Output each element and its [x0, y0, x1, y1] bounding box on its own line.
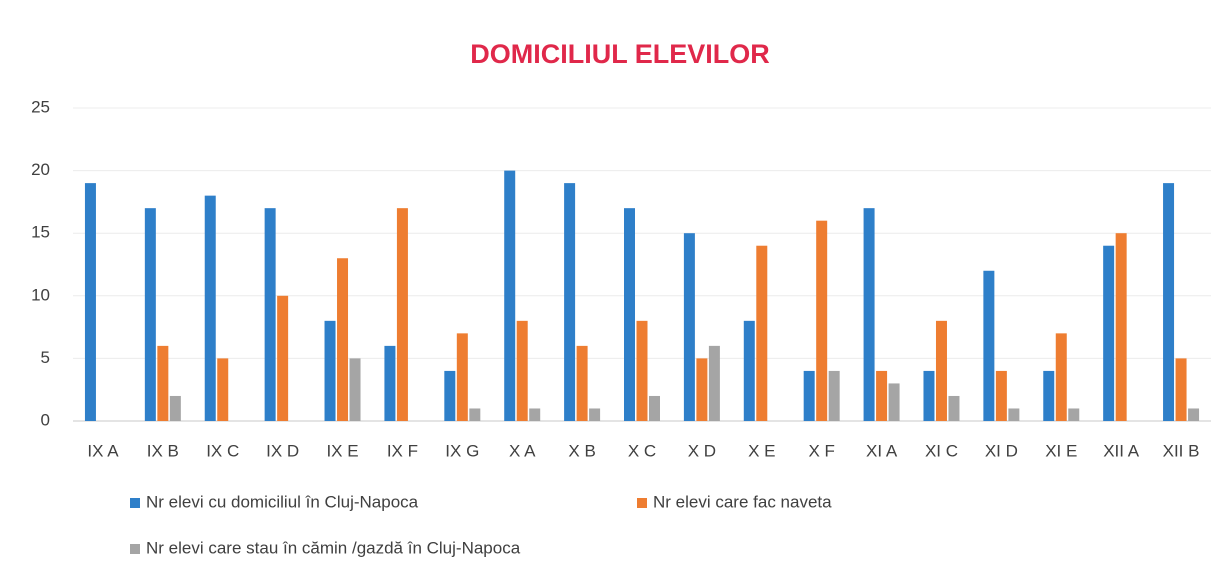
bar: [696, 358, 708, 421]
bar: [576, 345, 588, 421]
x-tick-label: IX C: [206, 441, 239, 460]
bar: [564, 183, 576, 421]
x-tick-label: X C: [628, 441, 656, 460]
x-tick-label: IX G: [445, 441, 479, 460]
bar: [649, 395, 660, 421]
bar: [803, 370, 815, 421]
bar: [337, 258, 349, 421]
bar: [816, 220, 828, 421]
bar: [384, 345, 396, 421]
x-tick-label: X D: [688, 441, 716, 460]
chart-title: DOMICILIUL ELEVILOR: [470, 39, 770, 69]
legend-swatch: [637, 498, 647, 508]
bar: [157, 345, 169, 421]
y-tick-label: 15: [31, 223, 50, 242]
bar: [504, 170, 516, 421]
bar: [324, 320, 336, 421]
x-tick-label: X F: [808, 441, 834, 460]
bar: [529, 408, 541, 421]
bar: [828, 370, 840, 421]
legend-swatch: [130, 544, 140, 554]
bar: [708, 345, 720, 421]
bar: [264, 208, 276, 421]
bar: [204, 195, 216, 421]
y-tick-label: 5: [41, 348, 50, 367]
x-tick-label: X A: [509, 441, 536, 460]
legend-label: Nr elevi care fac naveta: [653, 492, 832, 511]
x-tick-label: XI D: [985, 441, 1018, 460]
bar: [923, 370, 935, 421]
x-tick-label: IX B: [147, 441, 179, 460]
x-tick-label: XI E: [1045, 441, 1077, 460]
bar: [456, 333, 468, 421]
bar: [1103, 245, 1115, 421]
legend-label: Nr elevi cu domiciliul în Cluj-Napoca: [146, 492, 419, 511]
x-tick-label: IX D: [266, 441, 299, 460]
x-tick-label: X B: [568, 441, 595, 460]
bar: [1008, 408, 1020, 421]
x-tick-label: XII B: [1163, 441, 1200, 460]
bar: [1055, 333, 1067, 421]
x-tick-label: X E: [748, 441, 775, 460]
y-tick-label: 25: [31, 97, 50, 116]
bar: [888, 383, 900, 421]
bar: [1043, 370, 1055, 421]
bar: [349, 358, 361, 421]
bar: [1188, 408, 1200, 421]
x-tick-label: XI C: [925, 441, 958, 460]
bar: [756, 245, 768, 421]
bar: [863, 208, 875, 421]
x-tick-label: XII A: [1103, 441, 1140, 460]
bar: [516, 320, 528, 421]
bar: [935, 320, 947, 421]
y-tick-label: 0: [41, 410, 50, 429]
bar: [444, 370, 456, 421]
bar: [948, 395, 960, 421]
bar: [169, 395, 181, 421]
bar: [624, 208, 635, 421]
bar: [1163, 183, 1175, 421]
bar: [743, 320, 755, 421]
bar: [217, 358, 229, 421]
bar: [84, 183, 96, 421]
bar: [396, 208, 408, 421]
x-tick-label: IX E: [326, 441, 358, 460]
y-tick-label: 10: [31, 285, 50, 304]
bar: [876, 370, 888, 421]
bar: [995, 370, 1007, 421]
x-tick-label: XI A: [866, 441, 898, 460]
x-tick-label: IX A: [87, 441, 119, 460]
bar: [1068, 408, 1080, 421]
bar: [1115, 233, 1127, 421]
bar: [636, 320, 648, 421]
x-tick-label: IX F: [387, 441, 418, 460]
legend-label: Nr elevi care stau în cămin /gazdă în Cl…: [146, 538, 521, 557]
bar: [144, 208, 156, 421]
bar: [589, 408, 601, 421]
bar: [1175, 358, 1187, 421]
bar: [469, 408, 481, 421]
bar: [983, 270, 995, 421]
legend-swatch: [130, 498, 140, 508]
bar: [277, 295, 289, 421]
bar: [683, 233, 695, 421]
y-tick-label: 20: [31, 160, 50, 179]
